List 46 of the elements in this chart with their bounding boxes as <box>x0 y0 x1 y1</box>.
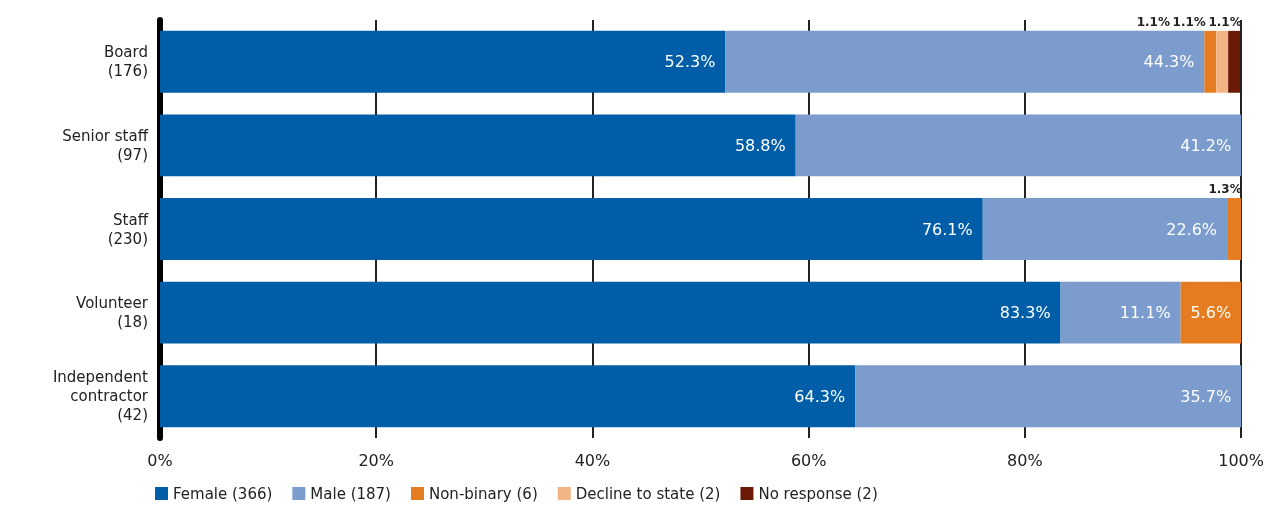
y-tick-label: Volunteer (18) <box>76 294 149 332</box>
bar <box>1228 30 1241 93</box>
data-label: 22.6% <box>1166 219 1218 239</box>
bar <box>160 281 1061 344</box>
bar <box>855 365 1242 428</box>
bar <box>160 365 856 428</box>
data-label: 41.2% <box>1180 135 1232 155</box>
y-tick-label: Board (176) <box>103 43 148 81</box>
data-label: 5.6% <box>1190 303 1232 323</box>
bar <box>725 30 1205 93</box>
y-tick-label: Senior staff (97) <box>62 126 149 164</box>
data-label: 1.1% <box>1172 14 1206 29</box>
data-label: 52.3% <box>664 52 716 72</box>
bar <box>160 198 983 260</box>
data-label: 1.3% <box>1208 182 1242 197</box>
legend-label: Female (366) <box>173 484 273 503</box>
data-label: 35.7% <box>1180 386 1232 406</box>
bar <box>160 30 726 93</box>
data-label: 76.1% <box>921 219 973 239</box>
y-tick-label: Independent contractor (42) <box>52 368 149 425</box>
data-label: 83.3% <box>999 303 1051 323</box>
x-tick-label: 100% <box>1218 450 1264 470</box>
data-label: 1.1% <box>1136 14 1170 29</box>
x-tick-label: 60% <box>790 450 827 470</box>
x-tick-label: 80% <box>1007 450 1043 470</box>
bar <box>795 114 1242 177</box>
data-label: 44.3% <box>1143 52 1195 72</box>
data-label: 11.1% <box>1119 303 1171 323</box>
legend-label: No response (2) <box>758 484 878 503</box>
bar <box>160 114 796 177</box>
x-tick-label: 20% <box>358 450 395 470</box>
bar <box>1204 30 1217 93</box>
legend-label: Male (187) <box>310 484 391 503</box>
bar <box>1227 198 1242 260</box>
data-label: 1.1% <box>1208 14 1242 29</box>
data-label: 58.8% <box>734 135 786 155</box>
x-tick-label: 40% <box>574 450 611 470</box>
data-label: 64.3% <box>794 386 846 406</box>
legend-label: Decline to state (2) <box>575 484 721 503</box>
y-tick-label: Staff (230) <box>107 210 149 248</box>
bar <box>982 198 1228 260</box>
bar <box>1180 281 1242 344</box>
legend-label: Non-binary (6) <box>428 484 538 503</box>
bar <box>1060 281 1181 344</box>
x-tick-label: 0% <box>147 450 173 470</box>
bar <box>1216 30 1229 93</box>
